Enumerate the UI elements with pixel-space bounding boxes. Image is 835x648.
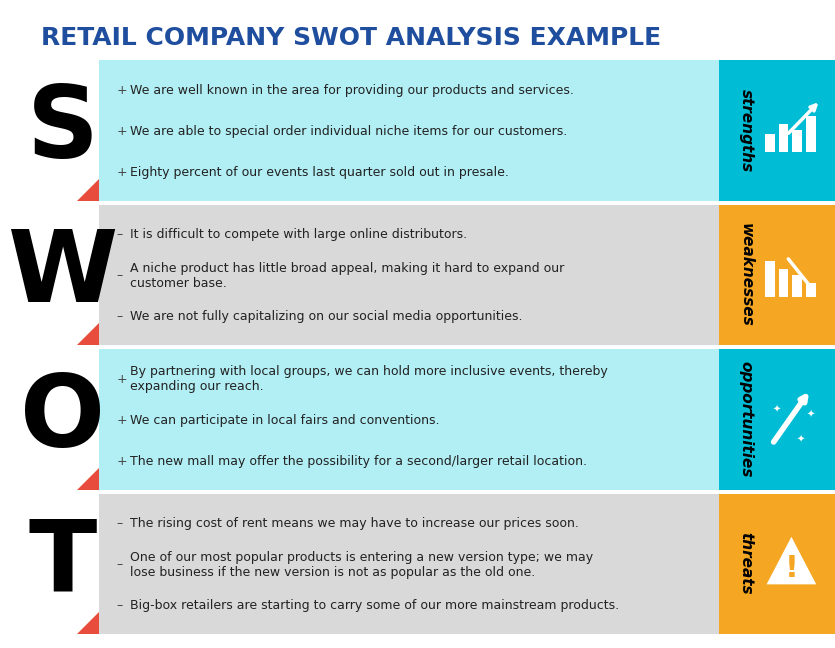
Polygon shape xyxy=(78,178,99,200)
Polygon shape xyxy=(78,612,99,634)
Text: –: – xyxy=(116,228,123,242)
Text: It is difficult to compete with large online distributors.: It is difficult to compete with large on… xyxy=(129,228,467,242)
Text: By partnering with local groups, we can hold more inclusive events, thereby
expa: By partnering with local groups, we can … xyxy=(129,365,608,393)
FancyBboxPatch shape xyxy=(99,205,719,345)
Text: –: – xyxy=(116,270,123,283)
FancyBboxPatch shape xyxy=(806,116,816,152)
Text: We can participate in local fairs and conventions.: We can participate in local fairs and co… xyxy=(129,414,439,427)
Text: ✦: ✦ xyxy=(773,404,781,414)
FancyBboxPatch shape xyxy=(719,60,835,200)
Text: RETAIL COMPANY SWOT ANALYSIS EXAMPLE: RETAIL COMPANY SWOT ANALYSIS EXAMPLE xyxy=(41,26,660,50)
Polygon shape xyxy=(78,323,99,345)
Text: We are able to special order individual niche items for our customers.: We are able to special order individual … xyxy=(129,125,567,138)
Text: +: + xyxy=(116,125,127,138)
Text: We are not fully capitalizing on our social media opportunities.: We are not fully capitalizing on our soc… xyxy=(129,310,522,323)
Text: We are well known in the area for providing our products and services.: We are well known in the area for provid… xyxy=(129,84,574,97)
Text: ✦: ✦ xyxy=(807,410,815,419)
Text: Eighty percent of our events last quarter sold out in presale.: Eighty percent of our events last quarte… xyxy=(129,166,509,179)
Text: One of our most popular products is entering a new version type; we may
lose bus: One of our most popular products is ente… xyxy=(129,551,593,579)
Text: The rising cost of rent means we may have to increase our prices soon.: The rising cost of rent means we may hav… xyxy=(129,517,579,531)
Polygon shape xyxy=(764,534,818,586)
Text: The new mall may offer the possibility for a second/larger retail location.: The new mall may offer the possibility f… xyxy=(129,455,587,468)
Text: O: O xyxy=(20,371,105,468)
FancyBboxPatch shape xyxy=(779,124,788,152)
Text: Big-box retailers are starting to carry some of our more mainstream products.: Big-box retailers are starting to carry … xyxy=(129,599,619,612)
FancyBboxPatch shape xyxy=(806,283,816,297)
Text: strengths: strengths xyxy=(738,89,753,172)
Text: –: – xyxy=(116,558,123,572)
Text: weaknesses: weaknesses xyxy=(738,223,753,327)
Text: –: – xyxy=(116,517,123,531)
FancyBboxPatch shape xyxy=(765,134,775,152)
FancyBboxPatch shape xyxy=(719,494,835,634)
Text: +: + xyxy=(116,414,127,427)
Polygon shape xyxy=(78,467,99,489)
Text: threats: threats xyxy=(738,533,753,595)
FancyBboxPatch shape xyxy=(792,275,802,297)
Text: +: + xyxy=(116,373,127,386)
Text: opportunities: opportunities xyxy=(738,361,753,478)
Text: A niche product has little broad appeal, making it hard to expand our
customer b: A niche product has little broad appeal,… xyxy=(129,262,564,290)
Text: +: + xyxy=(116,84,127,97)
FancyBboxPatch shape xyxy=(99,494,719,634)
Text: !: ! xyxy=(784,554,798,583)
Text: +: + xyxy=(116,455,127,468)
Text: –: – xyxy=(116,599,123,612)
FancyBboxPatch shape xyxy=(765,260,775,297)
FancyBboxPatch shape xyxy=(99,60,719,200)
Text: T: T xyxy=(28,515,97,612)
FancyBboxPatch shape xyxy=(779,269,788,297)
Text: –: – xyxy=(116,310,123,323)
Text: S: S xyxy=(27,82,99,179)
Text: W: W xyxy=(8,226,118,323)
FancyBboxPatch shape xyxy=(99,349,719,489)
Text: +: + xyxy=(116,166,127,179)
FancyBboxPatch shape xyxy=(719,205,835,345)
Text: ✦: ✦ xyxy=(797,434,805,445)
FancyBboxPatch shape xyxy=(719,349,835,489)
FancyBboxPatch shape xyxy=(792,130,802,152)
